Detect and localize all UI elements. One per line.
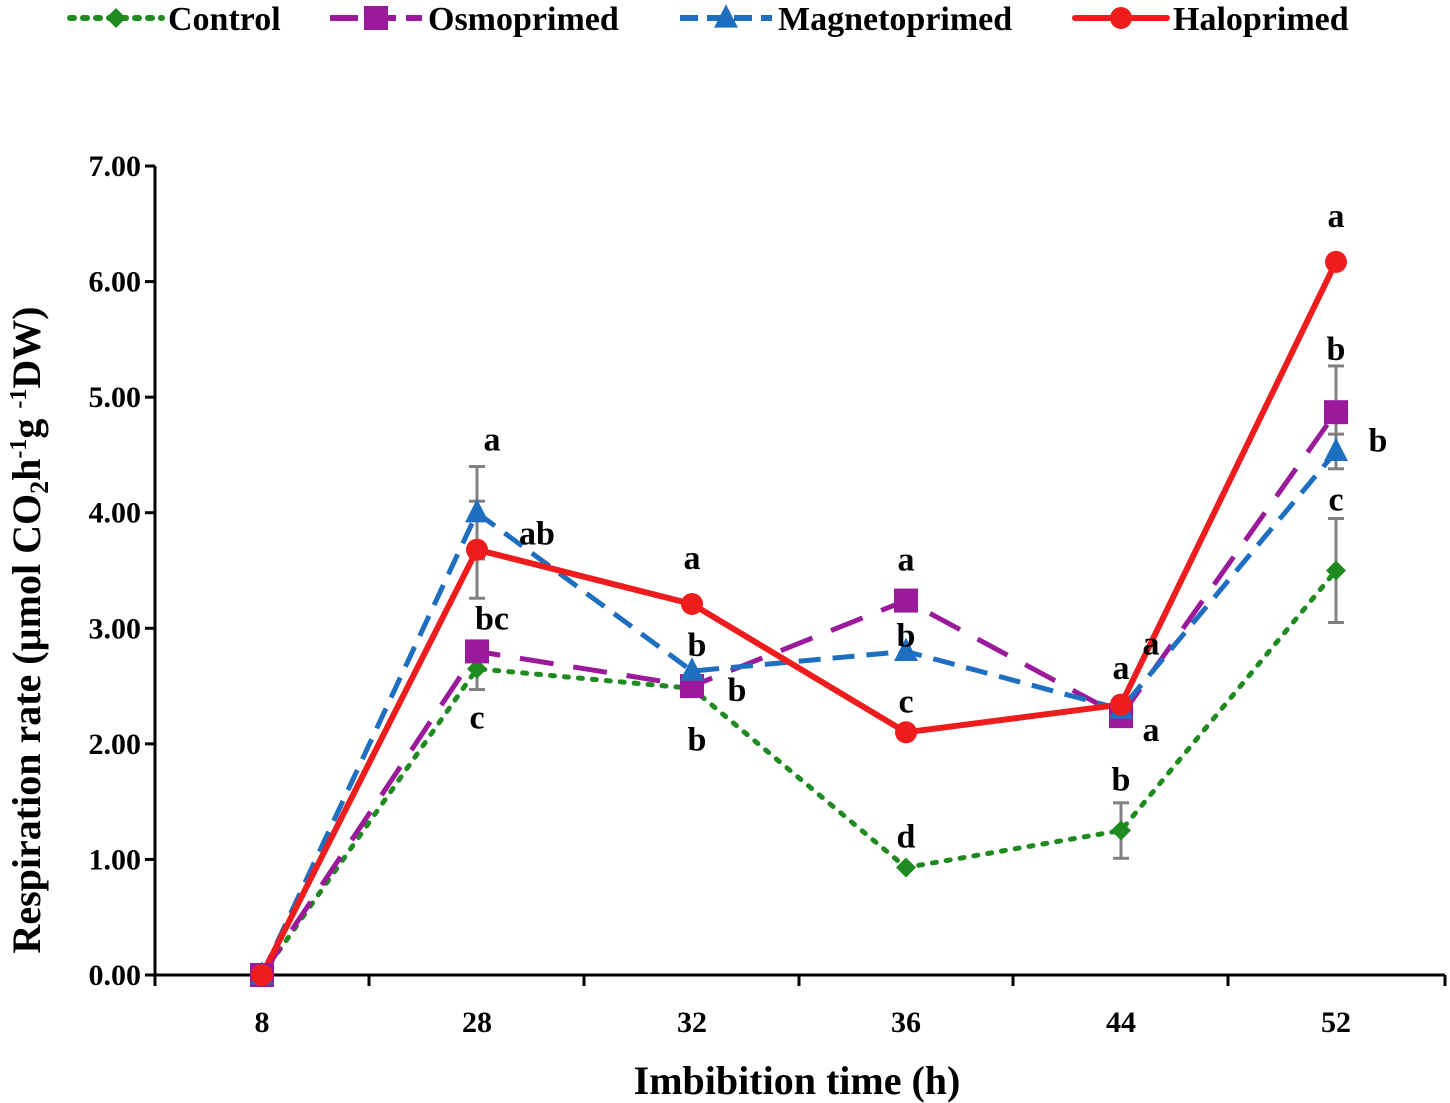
y-axis-title-exp2: -1 (6, 389, 32, 409)
legend-marker-magnetoprimed (714, 4, 738, 28)
y-tick-label: 5.00 (89, 381, 142, 414)
y-tick-label: 0.00 (89, 959, 142, 992)
significance-letter-control: c (1328, 482, 1343, 519)
x-tick-label: 32 (677, 1006, 707, 1039)
series-line-osmoprimed (259, 410, 1339, 977)
significance-letter-magnetoprimed: b (897, 617, 916, 654)
y-tick-label: 6.00 (89, 266, 142, 299)
y-tick-label: 4.00 (89, 497, 142, 530)
legend-label-osmoprimed: Osmoprimed (428, 1, 619, 38)
data-point-control (1111, 820, 1131, 841)
significance-letter-osmoprimed: b (1327, 331, 1346, 368)
data-point-haloprimed (1110, 693, 1132, 716)
y-tick-label: 7.00 (89, 150, 142, 183)
x-tick-label: 36 (891, 1006, 921, 1039)
legend-label-haloprimed: Haloprimed (1173, 1, 1349, 38)
y-ticks: 0.00 1.00 2.00 3.00 4.00 5.00 6.00 7.00 (89, 150, 155, 992)
y-tick-label: 2.00 (89, 728, 142, 761)
significance-letter-osmoprimed: b (728, 672, 747, 709)
data-point-osmoprimed (894, 588, 918, 613)
legend-marker-haloprimed (1110, 7, 1132, 29)
y-axis-title-h: h (4, 459, 49, 481)
y-axis-title-exp1: -1 (6, 439, 32, 459)
x-tick-label: 52 (1321, 1006, 1351, 1039)
y-axis-title: Respiration rate (µmol CO2h-1g -1DW) (4, 306, 54, 953)
significance-letter-osmoprimed: bc (475, 600, 509, 637)
significance-letter-haloprimed: a (684, 540, 701, 577)
significance-letter-control: c (469, 700, 484, 737)
significance-letter-osmoprimed: a (1143, 712, 1160, 749)
significance-letter-haloprimed: a (1143, 626, 1160, 663)
series-line-control (259, 568, 1339, 978)
data-point-osmoprimed (465, 639, 489, 664)
data-point-magnetoprimed (680, 657, 704, 681)
data-point-magnetoprimed (1324, 437, 1348, 462)
y-axis-title-sub: 2 (25, 481, 54, 494)
data-point-control (467, 658, 487, 679)
data-point-haloprimed (681, 593, 703, 616)
significance-letter-haloprimed: ab (519, 516, 555, 553)
significance-letter-magnetoprimed: a (1113, 650, 1130, 687)
data-point-haloprimed (466, 538, 488, 561)
x-tick-label: 8 (255, 1006, 270, 1039)
data-point-haloprimed (895, 721, 917, 744)
y-axis-title-main: Respiration rate (µmol CO (4, 494, 49, 954)
x-tick-label: 44 (1106, 1006, 1136, 1039)
significance-letter-haloprimed: a (1328, 198, 1345, 235)
y-axis-title-g: g (4, 409, 49, 439)
legend-marker-control (106, 8, 126, 28)
significance-letter-haloprimed: c (898, 683, 913, 720)
significance-letter-magnetoprimed: b (688, 627, 707, 664)
significance-letter-osmoprimed: a (898, 542, 915, 579)
series-lines (259, 258, 1339, 978)
significance-letter-control: d (897, 819, 916, 856)
y-axis-title-tail: DW) (4, 306, 49, 388)
data-point-control (896, 857, 916, 878)
significance-letter-control: b (1112, 762, 1131, 799)
legend: Control Osmoprimed Magnetoprimed Haloprimed (67, 1, 1349, 38)
series-line-haloprimed (259, 258, 1339, 978)
x-axis-title: Imbibition time (h) (634, 1058, 961, 1103)
data-point-osmoprimed (1324, 400, 1348, 425)
y-tick-label: 1.00 (89, 843, 142, 876)
y-tick-label: 3.00 (89, 612, 142, 645)
legend-label-magnetoprimed: Magnetoprimed (778, 1, 1012, 38)
data-point-magnetoprimed (465, 498, 489, 523)
markers (250, 250, 1348, 987)
data-point-control (1326, 560, 1346, 581)
legend-marker-osmoprimed (364, 6, 388, 30)
significance-letter-magnetoprimed: a (484, 422, 501, 459)
data-point-magnetoprimed (894, 637, 918, 661)
x-tick-label: 28 (462, 1006, 492, 1039)
axes: 0.00 1.00 2.00 3.00 4.00 5.00 6.00 7.00 8 28 32 36… (89, 150, 1447, 1039)
data-point-haloprimed (251, 964, 273, 986)
significance-letter-magnetoprimed: b (1369, 422, 1388, 459)
series-line-magnetoprimed (259, 449, 1338, 977)
legend-label-control: Control (168, 1, 281, 38)
x-ticks: 8 28 32 36 44 52 (153, 975, 1447, 1039)
significance-letter-control: b (688, 721, 707, 758)
data-point-haloprimed (1325, 250, 1347, 273)
